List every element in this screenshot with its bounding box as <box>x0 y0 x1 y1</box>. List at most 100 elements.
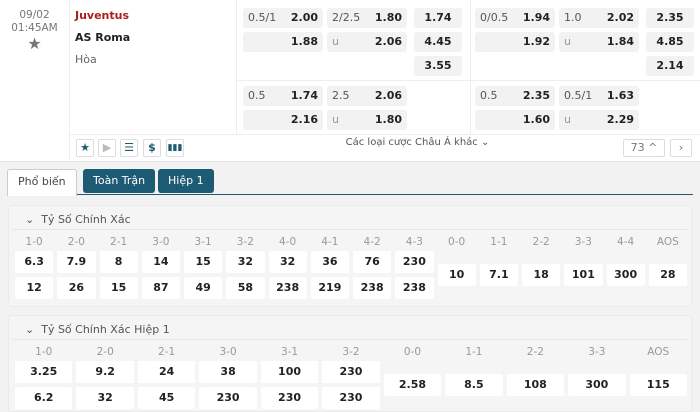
1x2-odds[interactable]: 2.14 <box>646 56 694 76</box>
1x2-odds[interactable]: 2.35 <box>646 8 694 28</box>
score-odds[interactable]: 230 <box>322 387 380 409</box>
under-odds[interactable]: u 1.84 <box>559 32 639 52</box>
1x2-odds[interactable]: 3.55 <box>414 56 462 76</box>
score-odds[interactable]: 24 <box>137 361 196 383</box>
score-odds[interactable]: 10 <box>437 264 476 286</box>
section-header[interactable]: ⌄ Tỷ Số Chính Xác <box>13 210 687 230</box>
handicap-home-odds[interactable]: 0.5/1 2.00 <box>243 8 323 28</box>
next-button[interactable]: › <box>670 139 692 157</box>
list-icon[interactable]: ☰ <box>120 139 138 157</box>
odds-value: 2.06 <box>374 89 402 102</box>
1x2-odds[interactable]: 1.74 <box>414 8 462 28</box>
score-odds[interactable]: 9.2 <box>76 361 134 383</box>
score-label: 0-0 <box>403 346 422 358</box>
odds-value: 2.14 <box>656 59 684 72</box>
score-odds[interactable]: 6.3 <box>15 251 54 273</box>
bet-count-button[interactable]: 73 ^ <box>623 139 665 157</box>
score-odds[interactable]: 58 <box>226 277 265 299</box>
score-odds[interactable]: 76 <box>353 251 392 273</box>
score-label: 3-2 <box>236 236 254 248</box>
score-odds[interactable]: 7.1 <box>479 264 518 286</box>
score-odds[interactable]: 101 <box>564 264 603 286</box>
score-odds[interactable]: 230 <box>395 251 434 273</box>
score-odds[interactable]: 15 <box>99 277 138 299</box>
score-odds[interactable]: 115 <box>629 374 687 396</box>
handicap-away-odds[interactable]: 2.16 <box>243 110 323 130</box>
match-time: 01:45AM <box>11 22 58 34</box>
handicap-away-odds[interactable]: 1.60 <box>475 110 555 130</box>
score-label: AOS <box>656 236 679 248</box>
handicap-home-odds[interactable]: 0.5 1.74 <box>243 86 323 106</box>
over-odds[interactable]: 0.5/1 1.63 <box>559 86 639 106</box>
score-odds[interactable]: 100 <box>260 361 319 383</box>
score-label: 1-1 <box>465 346 483 358</box>
under-odds[interactable]: u 2.29 <box>559 110 639 130</box>
score-odds[interactable]: 238 <box>395 277 434 299</box>
score-odds[interactable]: 32 <box>268 251 307 273</box>
score-odds[interactable]: 230 <box>322 361 380 383</box>
section-title: Tỷ Số Chính Xác Hiệp 1 <box>41 323 170 336</box>
score-odds[interactable]: 230 <box>199 387 257 409</box>
over-odds[interactable]: 1.0 2.02 <box>559 8 639 28</box>
under-odds[interactable]: u 1.80 <box>327 110 407 130</box>
over-odds[interactable]: 2.5 2.06 <box>327 86 407 106</box>
odds-line: u <box>332 35 339 48</box>
play-icon[interactable]: ▶ <box>98 139 116 157</box>
score-odds[interactable]: 32 <box>76 387 134 409</box>
score-odds[interactable]: 49 <box>184 277 223 299</box>
divider <box>470 0 471 134</box>
dollar-icon[interactable]: $ <box>143 139 161 157</box>
score-odds[interactable]: 300 <box>606 264 645 286</box>
score-odds[interactable]: 238 <box>268 277 307 299</box>
odds-value: 2.00 <box>290 11 318 24</box>
score-label: 2-2 <box>526 346 544 358</box>
score-odds[interactable]: 26 <box>57 277 96 299</box>
more-asian-bets-button[interactable]: Các loại cược Châu Á khác ⌄ <box>310 135 525 151</box>
score-odds[interactable]: 8.5 <box>445 374 503 396</box>
score-odds[interactable]: 219 <box>310 277 349 299</box>
score-label: 4-1 <box>321 236 339 248</box>
score-odds[interactable]: 230 <box>260 387 319 409</box>
under-odds[interactable]: u 2.06 <box>327 32 407 52</box>
odds-value: 1.84 <box>606 35 634 48</box>
1x2-odds[interactable]: 4.85 <box>646 32 694 52</box>
score-odds[interactable]: 28 <box>648 264 687 286</box>
score-odds[interactable]: 38 <box>199 361 257 383</box>
score-odds[interactable]: 15 <box>184 251 223 273</box>
stats-chart-icon[interactable]: ▮▮▮ <box>166 139 184 157</box>
handicap-home-odds[interactable]: 0.5 2.35 <box>475 86 555 106</box>
chevron-down-icon: ⌄ <box>25 323 35 336</box>
tab-first-half[interactable]: Hiệp 1 <box>158 169 214 193</box>
score-odds[interactable]: 3.25 <box>15 361 73 383</box>
odds-value: 2.29 <box>606 113 634 126</box>
favorite-star-icon[interactable]: ★ <box>27 34 42 53</box>
score-odds[interactable]: 45 <box>137 387 196 409</box>
tab-full-time[interactable]: Toàn Trận <box>83 169 156 193</box>
score-odds[interactable]: 12 <box>15 277 54 299</box>
score-odds[interactable]: 300 <box>568 374 626 396</box>
handicap-away-odds[interactable]: 1.92 <box>475 32 555 52</box>
section-header[interactable]: ⌄ Tỷ Số Chính Xác Hiệp 1 <box>13 320 687 340</box>
favorite-star-icon[interactable]: ★ <box>76 139 94 157</box>
score-odds[interactable]: 108 <box>506 374 565 396</box>
score-label: 3-0 <box>219 346 237 358</box>
odds-line: 0.5 <box>248 89 266 102</box>
score-odds[interactable]: 18 <box>522 264 561 286</box>
1x2-odds[interactable]: 4.45 <box>414 32 462 52</box>
chevron-down-icon: ⌄ <box>480 137 490 148</box>
score-label: 1-0 <box>25 236 43 248</box>
tab-popular[interactable]: Phổ biến <box>7 169 77 196</box>
score-odds[interactable]: 36 <box>310 251 349 273</box>
score-odds[interactable]: 32 <box>226 251 265 273</box>
handicap-home-odds[interactable]: 0/0.5 1.94 <box>475 8 555 28</box>
score-odds[interactable]: 238 <box>353 277 392 299</box>
over-odds[interactable]: 2/2.5 1.80 <box>327 8 407 28</box>
score-odds[interactable]: 7.9 <box>57 251 96 273</box>
score-odds[interactable]: 8 <box>99 251 138 273</box>
handicap-away-odds[interactable]: 1.88 <box>243 32 323 52</box>
score-odds[interactable]: 6.2 <box>15 387 73 409</box>
odds-line: u <box>332 113 339 126</box>
score-odds[interactable]: 14 <box>141 251 180 273</box>
score-odds[interactable]: 87 <box>141 277 180 299</box>
score-odds[interactable]: 2.58 <box>383 374 442 396</box>
